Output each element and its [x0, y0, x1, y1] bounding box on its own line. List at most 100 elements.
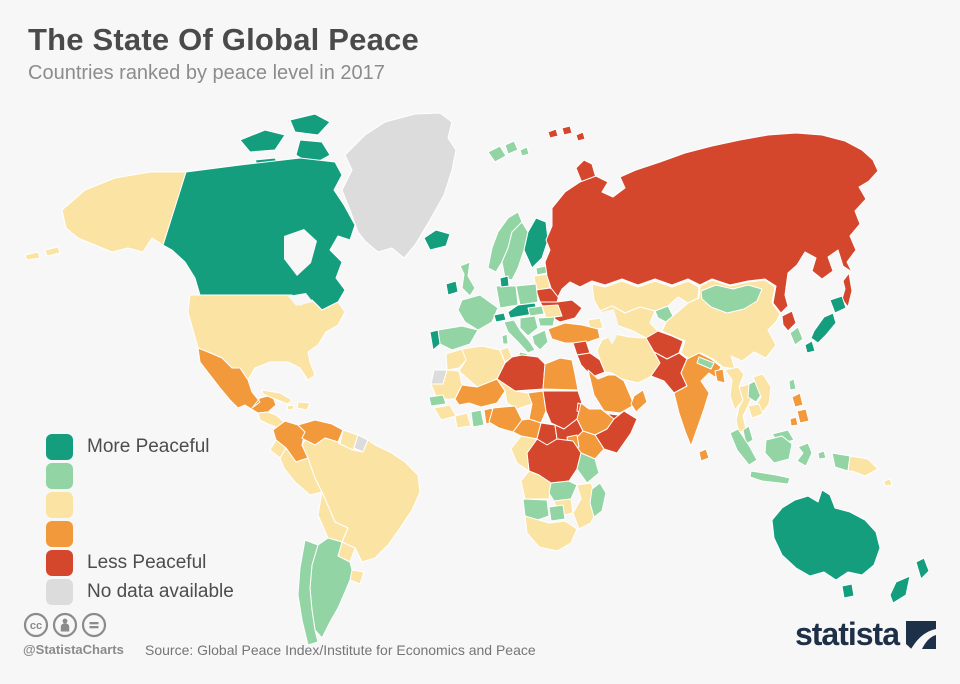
region-india — [673, 352, 722, 447]
region-finland — [523, 217, 549, 269]
legend-item-level-4 — [46, 521, 234, 547]
region-alaska — [61, 171, 187, 253]
region-south-korea — [789, 326, 804, 346]
water-overlays — [284, 229, 620, 345]
region-madagascar — [589, 482, 607, 518]
region-russia — [544, 132, 879, 314]
region-cambodia — [747, 403, 764, 419]
region-hispaniola — [296, 401, 311, 411]
region-mali — [454, 378, 506, 408]
hudson-bay-water — [284, 229, 317, 276]
region-pacific-islands — [883, 478, 893, 487]
region-iran — [596, 333, 661, 384]
region-botswana — [548, 504, 566, 522]
legend-item-no-data: No data available — [46, 579, 234, 605]
region-nepal — [696, 356, 715, 370]
region-jamaica — [286, 404, 295, 411]
legend-label: More Peaceful — [87, 436, 210, 457]
region-germany — [495, 285, 519, 309]
region-oman — [630, 389, 648, 413]
region-turkey — [547, 322, 601, 344]
region-egypt — [542, 357, 579, 391]
region-svalbard — [487, 140, 530, 163]
svg-text:cc: cc — [30, 620, 42, 632]
statista-logo: statista — [795, 616, 936, 653]
region-indonesia — [729, 428, 851, 485]
region-franz-josef-land — [547, 125, 586, 142]
region-somalia — [594, 410, 638, 454]
legend: More Peaceful Less Peaceful No data avai… — [46, 434, 234, 608]
cc-icon: cc — [23, 612, 49, 638]
region-mongolia — [700, 284, 763, 314]
region-bangladesh — [714, 368, 726, 384]
region-tasmania — [841, 583, 855, 599]
legend-swatch-no-data — [46, 579, 73, 605]
attribution-icon — [52, 612, 78, 638]
region-north-korea — [781, 310, 797, 332]
region-romania — [541, 304, 563, 319]
legend-swatch-level-4 — [46, 521, 73, 547]
region-denmark — [499, 275, 510, 288]
region-senegal — [428, 394, 447, 407]
legend-item-level-2 — [46, 463, 234, 489]
region-greece — [531, 329, 549, 351]
region-namibia — [522, 498, 550, 522]
region-ireland — [445, 280, 459, 296]
region-sakhalin — [841, 272, 853, 308]
legend-label: Less Peaceful — [87, 552, 207, 573]
region-tanzania — [576, 452, 600, 484]
region-sri-lanka — [698, 448, 710, 462]
region-australia — [771, 489, 881, 581]
region-philippines — [789, 392, 810, 427]
great-lakes-water — [288, 293, 313, 306]
legend-item-less-peaceful: Less Peaceful — [46, 550, 234, 576]
region-poland — [515, 283, 539, 306]
region-new-zealand — [889, 557, 930, 604]
nd-icon — [81, 612, 107, 638]
region-czech-austria — [507, 302, 538, 319]
region-uk — [459, 261, 476, 297]
statista-charts-handle: @StatistaCharts — [23, 642, 124, 657]
page-title: The State Of Global Peace — [28, 22, 419, 57]
region-portugal — [429, 329, 441, 351]
region-uruguay — [349, 569, 365, 585]
region-papua-new-guinea — [847, 455, 879, 477]
legend-swatch-level-3 — [46, 492, 73, 518]
region-cuba — [261, 389, 293, 405]
region-angola — [520, 470, 552, 500]
region-hungary — [527, 305, 545, 317]
region-balkans — [519, 315, 539, 337]
region-aleutians — [24, 246, 61, 261]
statista-logo-mark — [906, 620, 936, 649]
legend-label: No data available — [87, 581, 234, 602]
region-greenland — [341, 112, 457, 259]
region-zambia — [548, 480, 578, 502]
legend-swatch-more-peaceful — [46, 434, 73, 460]
region-spain — [437, 325, 479, 351]
region-france — [457, 294, 499, 331]
region-italy — [501, 319, 536, 354]
region-ghana — [470, 409, 485, 428]
region-switzerland — [493, 312, 507, 323]
region-canada — [162, 157, 356, 311]
page-subtitle: Countries ranked by peace level in 2017 — [28, 62, 385, 84]
caspian-sea-water — [601, 309, 620, 345]
legend-item-more-peaceful: More Peaceful — [46, 434, 234, 460]
region-bulgaria — [537, 316, 556, 327]
region-chile — [297, 539, 319, 646]
legend-item-level-3 — [46, 492, 234, 518]
region-ivory-coast — [454, 412, 472, 429]
region-japan — [804, 295, 847, 354]
statista-logo-text: statista — [794, 616, 900, 652]
source-attribution: Source: Global Peace Index/Institute for… — [145, 642, 536, 658]
cc-license-icons: cc — [23, 612, 107, 638]
region-guinea — [433, 404, 457, 421]
region-saudi-arabia — [587, 369, 635, 414]
region-south-africa — [524, 515, 578, 552]
legend-swatch-less-peaceful — [46, 550, 73, 576]
region-iceland — [423, 229, 451, 251]
legend-swatch-level-2 — [46, 463, 73, 489]
region-taiwan — [788, 378, 797, 391]
footer: cc @StatistaCharts Source: Global Peace … — [0, 612, 960, 674]
